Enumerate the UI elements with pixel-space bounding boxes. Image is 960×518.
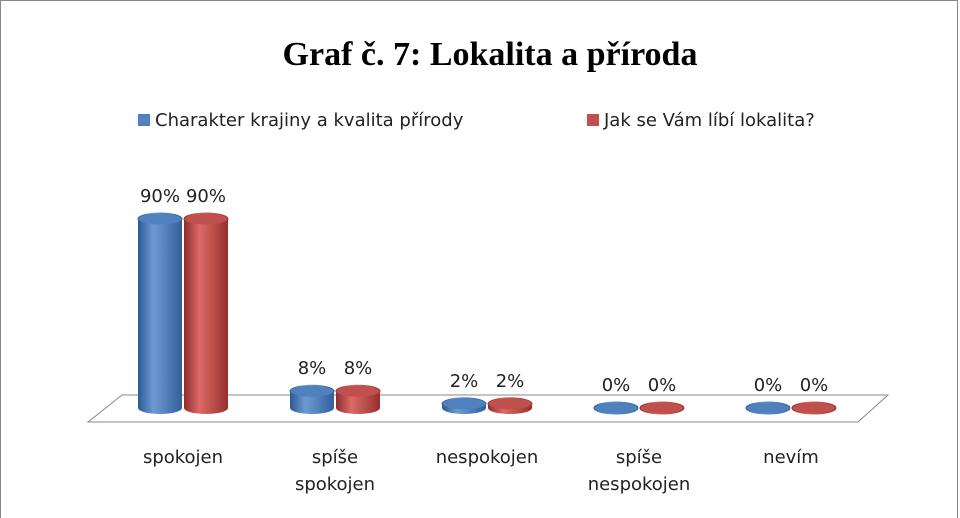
x-tick-label: nespokojen [435, 447, 539, 468]
data-label: 90% [140, 186, 180, 207]
bar [183, 212, 229, 414]
bar-top [441, 397, 487, 411]
data-label: 2% [496, 371, 525, 392]
x-tick-label: spokojen [142, 447, 224, 468]
bar-top [487, 397, 533, 411]
data-label: 90% [186, 186, 226, 207]
bar-body [138, 219, 182, 408]
data-label: 8% [344, 358, 373, 379]
bar-top [289, 384, 335, 398]
bar-top [639, 401, 685, 415]
bar-body [184, 219, 228, 408]
bar [487, 397, 533, 414]
legend-label: Charakter krajiny a kvalita přírody [155, 110, 464, 131]
legend-swatch [587, 114, 599, 126]
bar-top [745, 401, 791, 415]
bar [137, 212, 183, 414]
data-label: 2% [450, 371, 479, 392]
bar [791, 401, 837, 415]
bar [335, 384, 381, 414]
bar [639, 401, 685, 415]
data-label: 0% [800, 375, 829, 396]
bar [745, 401, 791, 415]
data-label: 0% [602, 375, 631, 396]
bar [441, 397, 487, 414]
x-tick-label: spíše spokojen [294, 447, 376, 495]
bar-top [791, 401, 837, 415]
bar-top [335, 384, 381, 398]
data-label: 0% [648, 375, 677, 396]
bar-top [593, 401, 639, 415]
x-tick-label: nevím [763, 447, 819, 468]
chart-title: Graf č. 7: Lokalita a příroda [283, 36, 698, 73]
bar-top [137, 212, 183, 226]
legend-swatch [138, 114, 150, 126]
bar [593, 401, 639, 415]
x-tick-label: spíše nespokojen [587, 447, 691, 495]
bar-top [183, 212, 229, 226]
legend-label: Jak se Vám líbí lokalita? [603, 110, 815, 131]
data-label: 8% [298, 358, 327, 379]
data-label: 0% [754, 375, 783, 396]
bar [289, 384, 335, 414]
floor [86, 394, 890, 423]
